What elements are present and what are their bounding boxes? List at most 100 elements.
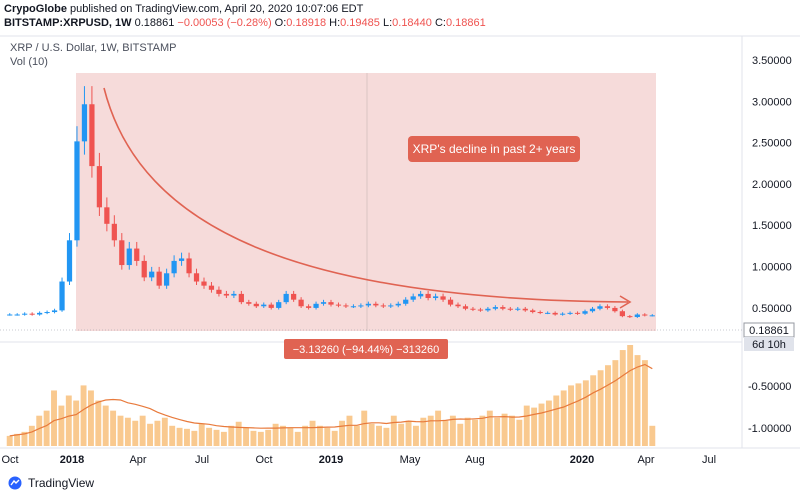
brand-name: TradingView — [28, 476, 95, 490]
candle-body — [589, 308, 596, 312]
tradingview-logo[interactable]: TradingView — [8, 476, 94, 490]
volume-bar — [95, 400, 102, 446]
volume-bar — [376, 425, 382, 446]
candle-body — [193, 273, 200, 282]
candle-body — [530, 310, 536, 313]
volume-bar — [272, 423, 279, 446]
candle-body — [14, 314, 20, 316]
candle-body — [619, 311, 625, 317]
volume-bar — [346, 415, 353, 446]
volume-bar — [14, 433, 21, 446]
price-chart[interactable]: XRP's decline in past 2+ years −3.13260 … — [0, 0, 800, 468]
price-change: −0.00053 (−0.28%) — [177, 17, 272, 29]
volume-bar — [235, 421, 242, 446]
candle-body — [305, 306, 312, 308]
candle-body — [552, 312, 558, 315]
time-tick-label: May — [400, 454, 421, 466]
candle-body — [178, 258, 185, 261]
volume-bar — [479, 415, 486, 446]
candle-body — [149, 271, 155, 278]
measure-range[interactable] — [76, 73, 656, 331]
candle-body — [320, 302, 327, 304]
candle-body — [582, 311, 588, 314]
candle-body — [403, 299, 409, 304]
candle-body — [186, 258, 192, 274]
volume-bar — [641, 360, 648, 446]
footer: TradingView — [0, 468, 800, 498]
candle-body — [208, 285, 215, 290]
candle-body — [246, 302, 252, 304]
candle-body — [418, 293, 424, 297]
decline-annotation-box[interactable] — [408, 136, 580, 162]
price-tick-label: 1.50000 — [752, 220, 792, 232]
volume-bar — [486, 410, 493, 446]
high-label: H: — [329, 17, 341, 29]
candle-body — [313, 303, 319, 308]
candle-body — [134, 248, 140, 261]
candle-body — [291, 293, 297, 300]
volume-bar — [147, 423, 153, 446]
volume-bar — [449, 415, 456, 446]
candle-body — [261, 304, 267, 307]
candle-body — [358, 305, 364, 307]
candle-body — [111, 223, 117, 241]
time-tick-label: Apr — [637, 454, 654, 466]
low-value: 0.18440 — [392, 17, 432, 29]
candle-body — [642, 314, 648, 316]
volume-bars — [6, 345, 656, 446]
volume-bar — [531, 407, 538, 446]
candle-body — [44, 312, 50, 314]
candle-body — [22, 313, 28, 315]
candle-body — [7, 314, 13, 316]
candle-body — [171, 260, 177, 274]
candle-body — [447, 299, 454, 305]
candle-body — [201, 281, 207, 286]
volume-bar — [538, 403, 545, 446]
candle-body — [104, 207, 110, 224]
candle-body — [477, 309, 484, 311]
candle-body — [253, 303, 259, 307]
time-tick-label: Oct — [255, 454, 272, 466]
volume-bar — [287, 427, 294, 446]
time-tick-label: 2020 — [570, 454, 594, 466]
countdown-badge — [744, 337, 794, 351]
decline-annotation-text: XRP's decline in past 2+ years — [413, 142, 576, 156]
volume-bar — [294, 431, 301, 446]
time-tick-label: Jul — [195, 454, 209, 466]
volume-bar — [36, 415, 43, 446]
volume-bar — [634, 355, 641, 446]
volume-bar — [43, 410, 50, 446]
publisher-name: CrypoGlobe — [4, 3, 67, 15]
candle-body — [425, 293, 431, 299]
volume-bar — [28, 425, 35, 446]
volume-bar — [250, 430, 257, 446]
volume-bar — [280, 425, 286, 446]
time-axis-ticks: Oct 2018 Apr Jul Oct 2019 May Aug 2020 Apr Jul — [1, 454, 716, 466]
tradingview-icon — [8, 476, 22, 490]
candle-body — [515, 308, 521, 310]
volume-bar — [309, 420, 316, 446]
volume-bar — [80, 385, 87, 446]
volume-bar — [435, 410, 442, 446]
volume-bar — [383, 427, 390, 446]
time-tick-label: Aug — [465, 454, 485, 466]
open-value: 0.18918 — [286, 17, 327, 29]
candle-body — [51, 310, 58, 313]
volume-bar — [553, 395, 560, 446]
volume-bar — [220, 431, 227, 446]
candle-body — [492, 307, 498, 309]
price-tick-label: 2.00000 — [752, 179, 792, 191]
volume-bar — [331, 430, 338, 446]
candle-body — [545, 312, 551, 314]
volume-bar — [368, 423, 375, 446]
volume-bar — [457, 423, 464, 446]
volume-bar — [509, 415, 515, 446]
candle-body — [634, 314, 640, 317]
volume-bar — [213, 429, 220, 446]
volume-legend: Vol (10) — [10, 56, 48, 68]
price-tick-label: 2.50000 — [752, 138, 792, 150]
volume-bar — [198, 423, 205, 446]
volume-bar — [412, 425, 419, 446]
volume-bar — [124, 417, 131, 446]
candle-body — [388, 305, 394, 307]
